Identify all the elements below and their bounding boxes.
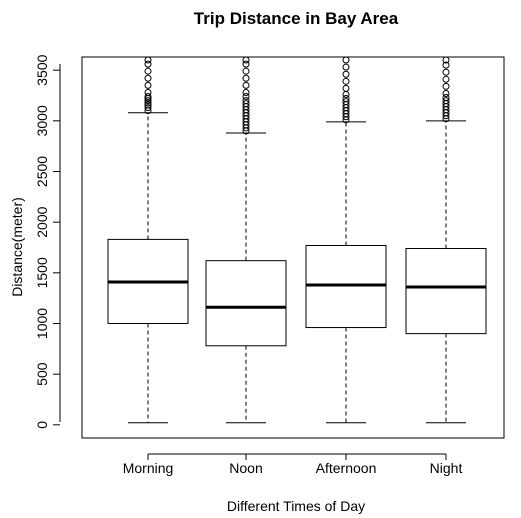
outlier-night [442, 61, 450, 69]
x-tick-label-afternoon: Afternoon [316, 460, 377, 476]
outlier-noon [242, 74, 250, 82]
y-tick-label: 3000 [34, 105, 50, 136]
outlier-night [442, 68, 450, 76]
outlier-morning [144, 88, 152, 96]
outlier-noon [242, 81, 250, 89]
outlier-afternoon [342, 95, 350, 103]
outlier-night [442, 89, 450, 97]
outlier-night [442, 75, 450, 83]
outlier-noon [242, 67, 250, 75]
x-tick-label-night: Night [430, 460, 463, 476]
x-axis: Morning Noon Afternoon Night [123, 453, 463, 476]
box-group-noon [205, 56, 287, 424]
outlier-morning [144, 74, 152, 82]
outlier-morning [144, 97, 152, 105]
outlier-morning [144, 101, 152, 109]
outlier-morning [144, 81, 152, 89]
y-tick-label: 2500 [34, 156, 50, 187]
box-afternoon [305, 244, 387, 329]
outlier-night [442, 56, 450, 64]
outlier-morning [144, 56, 152, 64]
box-group-afternoon [305, 56, 387, 424]
y-axis-label: Distance(meter) [9, 197, 25, 297]
outlier-afternoon [342, 56, 350, 64]
outlier-afternoon [342, 98, 350, 106]
outlier-afternoon [342, 90, 350, 98]
y-tick-label: 500 [34, 362, 50, 386]
box-noon [205, 260, 287, 347]
outlier-afternoon [342, 84, 350, 92]
outlier-morning [144, 99, 152, 107]
y-tick-label: 3500 [34, 54, 50, 85]
y-tick-label: 2000 [34, 206, 50, 237]
outlier-morning [144, 104, 152, 112]
plot-frame [81, 56, 505, 439]
outlier-morning [144, 67, 152, 75]
x-axis-label: Different Times of Day [227, 498, 365, 514]
box-night [405, 248, 487, 335]
y-tick-label: 1000 [34, 308, 50, 339]
outlier-noon [242, 97, 250, 105]
outlier-afternoon [342, 70, 350, 78]
outlier-noon [242, 100, 250, 108]
outlier-night [442, 97, 450, 105]
boxes-group [107, 56, 487, 424]
outlier-night [442, 94, 450, 102]
y-tick-label: 1500 [34, 257, 50, 288]
outlier-afternoon [342, 63, 350, 71]
x-tick-label-morning: Morning [123, 460, 174, 476]
outlier-noon [242, 56, 250, 64]
outlier-noon [242, 88, 250, 96]
box-group-morning [107, 56, 189, 424]
outlier-night [442, 82, 450, 90]
outlier-morning [144, 60, 152, 68]
chart-title: Trip Distance in Bay Area [194, 9, 399, 28]
x-tick-label-noon: Noon [229, 460, 262, 476]
outlier-noon [242, 60, 250, 68]
outlier-noon [242, 93, 250, 101]
box-group-night [405, 56, 487, 424]
y-axis: 0 500 1000 1500 2000 2500 3000 3500 [34, 54, 61, 429]
y-tick-label: 0 [34, 421, 50, 429]
outlier-afternoon [342, 77, 350, 85]
outlier-morning [144, 93, 152, 101]
